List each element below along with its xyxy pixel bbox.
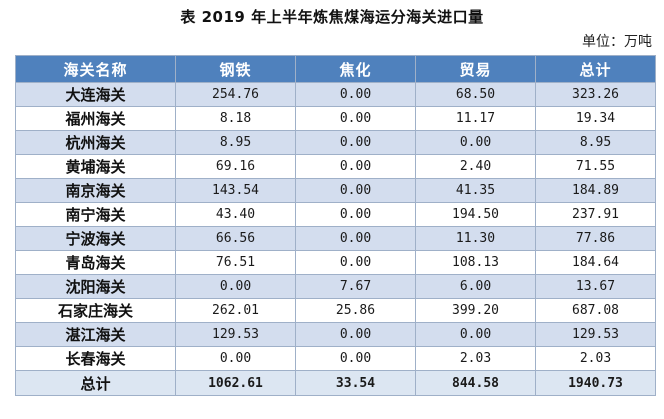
steel-cell: 0.00 bbox=[175, 274, 296, 299]
total-cell: 687.08 bbox=[535, 298, 656, 323]
customs-name-cell: 黄埔海关 bbox=[15, 154, 176, 179]
header-row: 海关名称 钢铁 焦化 贸易 总计 bbox=[15, 55, 656, 83]
total-cell: 184.89 bbox=[535, 178, 656, 203]
total-cell: 77.86 bbox=[535, 226, 656, 251]
total-cell: 71.55 bbox=[535, 154, 656, 179]
trade-cell: 6.00 bbox=[415, 274, 536, 299]
total-coking-cell: 33.54 bbox=[295, 370, 416, 396]
table-row: 黄埔海关 69.16 0.00 2.40 71.55 bbox=[15, 154, 656, 179]
table-row: 南宁海关 43.40 0.00 194.50 237.91 bbox=[15, 202, 656, 227]
coking-cell: 0.00 bbox=[295, 130, 416, 155]
trade-cell: 194.50 bbox=[415, 202, 536, 227]
total-cell: 19.34 bbox=[535, 106, 656, 131]
total-cell: 237.91 bbox=[535, 202, 656, 227]
steel-cell: 143.54 bbox=[175, 178, 296, 203]
header-total: 总计 bbox=[535, 55, 656, 83]
header-customs-name: 海关名称 bbox=[15, 55, 176, 83]
total-cell: 13.67 bbox=[535, 274, 656, 299]
customs-name-cell: 杭州海关 bbox=[15, 130, 176, 155]
total-steel-cell: 1062.61 bbox=[175, 370, 296, 396]
header-coking: 焦化 bbox=[295, 55, 416, 83]
trade-cell: 68.50 bbox=[415, 82, 536, 107]
coking-cell: 0.00 bbox=[295, 250, 416, 275]
header-trade: 贸易 bbox=[415, 55, 536, 83]
table-row: 福州海关 8.18 0.00 11.17 19.34 bbox=[15, 106, 656, 131]
coking-cell: 7.67 bbox=[295, 274, 416, 299]
grand-total-cell: 1940.73 bbox=[535, 370, 656, 396]
coking-cell: 0.00 bbox=[295, 154, 416, 179]
total-trade-cell: 844.58 bbox=[415, 370, 536, 396]
total-row: 总计 1062.61 33.54 844.58 1940.73 bbox=[15, 370, 656, 396]
coking-cell: 0.00 bbox=[295, 106, 416, 131]
customs-name-cell: 湛江海关 bbox=[15, 322, 176, 347]
coking-cell: 0.00 bbox=[295, 226, 416, 251]
coking-cell: 25.86 bbox=[295, 298, 416, 323]
customs-name-cell: 福州海关 bbox=[15, 106, 176, 131]
trade-cell: 108.13 bbox=[415, 250, 536, 275]
trade-cell: 0.00 bbox=[415, 322, 536, 347]
table-row: 杭州海关 8.95 0.00 0.00 8.95 bbox=[15, 130, 656, 155]
table-row: 湛江海关 129.53 0.00 0.00 129.53 bbox=[15, 322, 656, 347]
unit-label: 单位：万吨 bbox=[582, 34, 652, 50]
trade-cell: 399.20 bbox=[415, 298, 536, 323]
customs-name-cell: 沈阳海关 bbox=[15, 274, 176, 299]
coking-cell: 0.00 bbox=[295, 178, 416, 203]
total-cell: 184.64 bbox=[535, 250, 656, 275]
steel-cell: 254.76 bbox=[175, 82, 296, 107]
customs-name-cell: 青岛海关 bbox=[15, 250, 176, 275]
coking-cell: 0.00 bbox=[295, 346, 416, 371]
customs-name-cell: 宁波海关 bbox=[15, 226, 176, 251]
steel-cell: 76.51 bbox=[175, 250, 296, 275]
steel-cell: 129.53 bbox=[175, 322, 296, 347]
table-row: 长春海关 0.00 0.00 2.03 2.03 bbox=[15, 346, 656, 371]
steel-cell: 69.16 bbox=[175, 154, 296, 179]
customs-name-cell: 长春海关 bbox=[15, 346, 176, 371]
table-row: 南京海关 143.54 0.00 41.35 184.89 bbox=[15, 178, 656, 203]
table-row: 宁波海关 66.56 0.00 11.30 77.86 bbox=[15, 226, 656, 251]
coking-cell: 0.00 bbox=[295, 202, 416, 227]
steel-cell: 262.01 bbox=[175, 298, 296, 323]
trade-cell: 11.30 bbox=[415, 226, 536, 251]
steel-cell: 66.56 bbox=[175, 226, 296, 251]
trade-cell: 41.35 bbox=[415, 178, 536, 203]
trade-cell: 2.03 bbox=[415, 346, 536, 371]
table-row: 沈阳海关 0.00 7.67 6.00 13.67 bbox=[15, 274, 656, 299]
total-cell: 129.53 bbox=[535, 322, 656, 347]
table-title: 表 2019 年上半年炼焦煤海运分海关进口量 bbox=[180, 8, 484, 26]
steel-cell: 0.00 bbox=[175, 346, 296, 371]
customs-name-cell: 石家庄海关 bbox=[15, 298, 176, 323]
total-cell: 323.26 bbox=[535, 82, 656, 107]
coking-cell: 0.00 bbox=[295, 322, 416, 347]
total-cell: 8.95 bbox=[535, 130, 656, 155]
total-label-cell: 总计 bbox=[15, 370, 176, 396]
trade-cell: 11.17 bbox=[415, 106, 536, 131]
trade-cell: 2.40 bbox=[415, 154, 536, 179]
steel-cell: 43.40 bbox=[175, 202, 296, 227]
customs-name-cell: 南京海关 bbox=[15, 178, 176, 203]
trade-cell: 0.00 bbox=[415, 130, 536, 155]
steel-cell: 8.18 bbox=[175, 106, 296, 131]
header-steel: 钢铁 bbox=[175, 55, 296, 83]
customs-name-cell: 南宁海关 bbox=[15, 202, 176, 227]
customs-name-cell: 大连海关 bbox=[15, 82, 176, 107]
table-row: 石家庄海关 262.01 25.86 399.20 687.08 bbox=[15, 298, 656, 323]
total-cell: 2.03 bbox=[535, 346, 656, 371]
import-volume-table: 海关名称 钢铁 焦化 贸易 总计 大连海关 254.76 0.00 68.50 … bbox=[15, 55, 656, 396]
table-row: 大连海关 254.76 0.00 68.50 323.26 bbox=[15, 82, 656, 107]
steel-cell: 8.95 bbox=[175, 130, 296, 155]
table-row: 青岛海关 76.51 0.00 108.13 184.64 bbox=[15, 250, 656, 275]
coking-cell: 0.00 bbox=[295, 82, 416, 107]
